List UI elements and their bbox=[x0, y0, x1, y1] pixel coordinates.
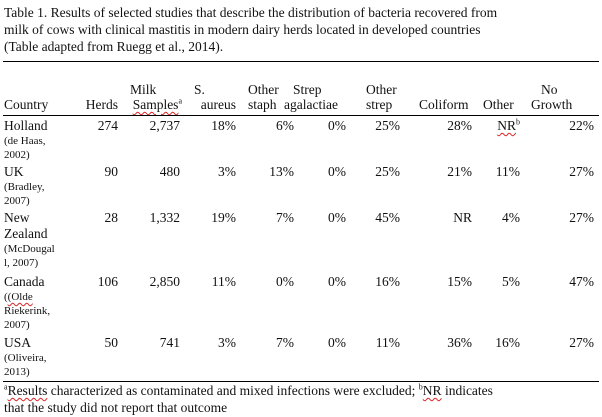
cell-samples: 1,332 bbox=[149, 210, 180, 225]
header-samples-sup: a bbox=[178, 96, 182, 106]
cell-s-aureus: 19% bbox=[211, 210, 236, 225]
cell-herds: 274 bbox=[97, 118, 118, 133]
cell-other-value: NR bbox=[497, 118, 516, 133]
cell-coliform: 21% bbox=[447, 164, 472, 179]
caption-line-1: Table 1. Results of selected studies tha… bbox=[4, 5, 498, 20]
cell-ref: (de Haas, bbox=[4, 135, 46, 147]
cell-strep-ag: 0% bbox=[328, 335, 346, 350]
cell-strep-ag: 0% bbox=[328, 118, 346, 133]
cell-other-staph: 6% bbox=[276, 118, 294, 133]
cell-ref: 2007) bbox=[4, 195, 30, 207]
cell-samples: 2,737 bbox=[149, 118, 180, 133]
cell-ref: 2002) bbox=[4, 149, 30, 161]
cell-samples: 741 bbox=[159, 335, 180, 350]
cell-other-staph: 7% bbox=[276, 335, 294, 350]
cell-other-strep: 25% bbox=[375, 118, 400, 133]
cell-herds: 50 bbox=[104, 335, 119, 350]
cell-other: 11% bbox=[495, 164, 520, 179]
header-milk-top: Milk bbox=[130, 82, 157, 97]
cell-other-strep: 16% bbox=[375, 274, 400, 289]
cell-ref: (Olde bbox=[7, 291, 33, 303]
cell-ref: l, 2007) bbox=[4, 257, 39, 269]
cell-ref: 2007) bbox=[4, 319, 30, 331]
cell-ref: 2013) bbox=[4, 366, 30, 378]
footnote-line-1: aResults characterized as contaminated a… bbox=[4, 382, 598, 399]
table-caption: Table 1. Results of selected studies tha… bbox=[4, 4, 598, 55]
cell-herds: 106 bbox=[97, 274, 118, 289]
header-strepag-top: Strep bbox=[293, 82, 322, 97]
top-rule bbox=[3, 61, 599, 62]
header-otherstaph-bottom: staph bbox=[248, 97, 277, 112]
footnote-results-word: Results bbox=[7, 383, 48, 398]
cell-ref: (Bradley, bbox=[4, 181, 45, 193]
cell-ref-first: ((Olde bbox=[4, 291, 33, 303]
cell-other-staph: 13% bbox=[269, 164, 294, 179]
cell-s-aureus: 3% bbox=[218, 335, 236, 350]
cell-no-growth: 27% bbox=[569, 210, 594, 225]
header-nogrowth-top: No bbox=[541, 82, 558, 97]
header-strepag-bottom: agalactiae bbox=[284, 97, 338, 112]
cell-ref: Riekerink, bbox=[4, 305, 51, 317]
cell-coliform: 28% bbox=[447, 118, 472, 133]
cell-country: USA bbox=[4, 335, 32, 350]
cell-other-strep: 45% bbox=[375, 210, 400, 225]
cell-other-staph: 0% bbox=[276, 274, 294, 289]
header-saureus-top: S. bbox=[194, 82, 205, 97]
cell-coliform: NR bbox=[453, 210, 472, 225]
header-country: Country bbox=[4, 97, 49, 112]
header-other: Other bbox=[483, 97, 514, 112]
cell-ref: (McDougal bbox=[4, 243, 55, 255]
cell-no-growth: 22% bbox=[569, 118, 594, 133]
cell-other: 5% bbox=[502, 274, 520, 289]
cell-country: Holland bbox=[4, 118, 48, 133]
footnote-a-text: characterized as contaminated and mixed … bbox=[47, 383, 419, 398]
cell-country: New bbox=[4, 210, 30, 225]
header-coliform: Coliform bbox=[419, 97, 469, 112]
cell-s-aureus: 18% bbox=[211, 118, 236, 133]
header-otherstrep-top: Other bbox=[366, 82, 397, 97]
cell-other: 4% bbox=[502, 210, 520, 225]
cell-strep-ag: 0% bbox=[328, 164, 346, 179]
cell-other: NRb bbox=[472, 118, 520, 133]
cell-s-aureus: 11% bbox=[211, 274, 236, 289]
footnote-nr-word: NR bbox=[422, 383, 442, 398]
cell-samples: 2,850 bbox=[149, 274, 180, 289]
cell-samples: 480 bbox=[159, 164, 180, 179]
cell-other-strep: 25% bbox=[375, 164, 400, 179]
cell-country-line2: Zealand bbox=[4, 226, 48, 241]
header-herds: Herds bbox=[85, 97, 118, 112]
footnote-b-text: indicates bbox=[441, 383, 493, 398]
cell-coliform: 15% bbox=[447, 274, 472, 289]
caption-line-2: milk of cows with clinical mastitis in m… bbox=[4, 22, 481, 37]
footnote-sup-a: a bbox=[4, 382, 8, 392]
header-otherstaph-top: Other bbox=[248, 82, 279, 97]
bottom-rule bbox=[3, 381, 599, 382]
cell-coliform: 36% bbox=[447, 335, 472, 350]
cell-herds: 90 bbox=[104, 164, 119, 179]
cell-no-growth: 27% bbox=[569, 164, 594, 179]
cell-strep-ag: 0% bbox=[328, 274, 346, 289]
cell-other-staph: 7% bbox=[276, 210, 294, 225]
header-milk-bottom: Samplesa bbox=[118, 97, 182, 112]
cell-herds: 28 bbox=[104, 210, 119, 225]
cell-other-strep: 11% bbox=[375, 335, 400, 350]
cell-s-aureus: 3% bbox=[218, 164, 236, 179]
header-saureus-bottom: aureus bbox=[200, 97, 236, 112]
footnote-line-2: that the study did not report that outco… bbox=[4, 400, 228, 415]
footnote-sup-b: b bbox=[418, 382, 423, 392]
cell-country: Canada bbox=[4, 274, 45, 289]
cell-country: UK bbox=[4, 164, 24, 179]
header-rule bbox=[3, 115, 599, 116]
cell-no-growth: 47% bbox=[569, 274, 594, 289]
header-otherstrep-bottom: strep bbox=[366, 97, 393, 112]
header-nogrowth-bottom: Growth bbox=[531, 97, 573, 112]
cell-strep-ag: 0% bbox=[328, 210, 346, 225]
header-samples-word: Samples bbox=[132, 97, 179, 112]
cell-other-sup: b bbox=[516, 117, 520, 127]
cell-ref: (Oliveira, bbox=[4, 352, 47, 364]
cell-other: 16% bbox=[495, 335, 520, 350]
cell-no-growth: 27% bbox=[569, 335, 594, 350]
caption-line-3: (Table adapted from Ruegg et al., 2014). bbox=[4, 39, 224, 54]
